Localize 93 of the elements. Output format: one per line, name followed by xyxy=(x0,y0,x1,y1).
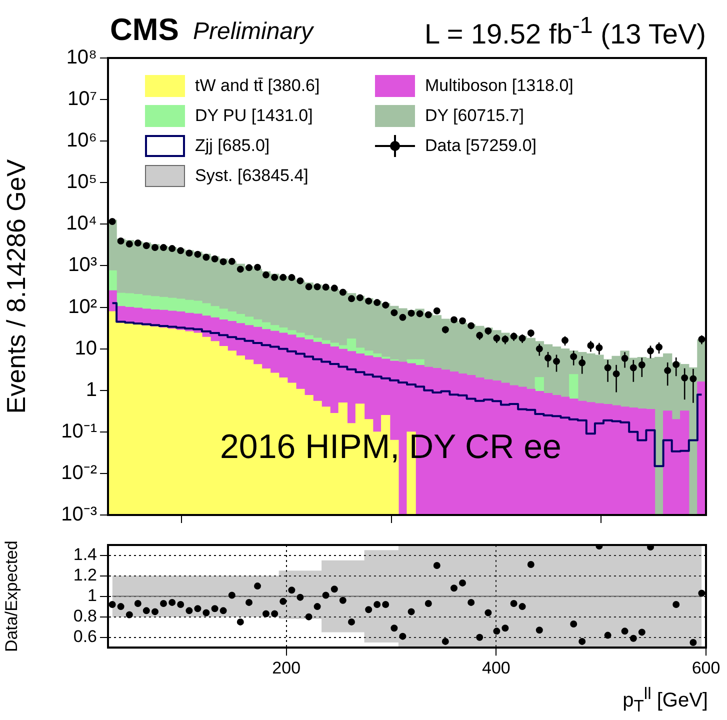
y-tick-label: 10⁶ xyxy=(66,130,97,152)
legend-label: DY PU [1431.0] xyxy=(195,106,313,126)
point xyxy=(211,605,218,612)
point xyxy=(168,598,176,606)
point xyxy=(510,600,518,607)
legend-label: Multiboson [1318.0] xyxy=(425,76,574,96)
chart-subtitle: Preliminary xyxy=(193,18,314,46)
point xyxy=(246,598,252,606)
point xyxy=(186,607,193,614)
point xyxy=(202,609,210,616)
bar xyxy=(569,374,578,400)
point xyxy=(502,624,509,632)
x-tick-label: 400 xyxy=(482,658,510,678)
point xyxy=(288,586,296,594)
point xyxy=(698,590,706,597)
y-tick-label: 10⁷ xyxy=(68,88,97,110)
point xyxy=(322,592,330,599)
point xyxy=(690,638,697,646)
point xyxy=(638,628,646,636)
point xyxy=(536,626,543,634)
legend-label: tW and tt̄ [380.6] xyxy=(195,76,320,96)
point xyxy=(262,610,270,618)
point xyxy=(382,601,390,608)
point xyxy=(468,598,475,606)
point xyxy=(476,634,484,641)
point xyxy=(305,613,312,620)
point xyxy=(126,611,133,618)
point xyxy=(621,628,628,635)
point xyxy=(433,562,440,570)
y-tick-label: 1 xyxy=(88,586,97,605)
point xyxy=(604,632,612,639)
y-tick-label: 1 xyxy=(86,378,97,401)
point xyxy=(374,601,381,608)
point xyxy=(570,620,578,628)
point xyxy=(330,586,338,593)
point xyxy=(296,594,304,601)
point xyxy=(177,601,184,608)
point xyxy=(630,634,637,642)
y-tick-label: 1.4 xyxy=(73,544,97,564)
bar xyxy=(534,377,544,392)
x-axis-title: p$_{T}$$^{ll}$ [GeV] xyxy=(622,684,708,717)
x-tick-label: 200 xyxy=(272,658,301,678)
point xyxy=(518,603,526,610)
point xyxy=(254,582,261,590)
point xyxy=(493,628,500,635)
legend-label: Syst. [63845.4] xyxy=(195,166,308,186)
point xyxy=(459,579,466,586)
point xyxy=(314,603,321,610)
y-tick-label: 10⁴ xyxy=(66,212,97,235)
y-tick-label: 10⁻² xyxy=(61,462,98,484)
x-tick-label: 600 xyxy=(692,658,720,678)
point xyxy=(108,601,116,608)
point xyxy=(365,606,372,614)
point xyxy=(484,609,492,616)
point xyxy=(578,638,586,645)
point xyxy=(442,638,449,645)
text: L = 19.52 fb$^{-1}$ (13 TeV) xyxy=(424,12,706,50)
legend-label: Data [57259.0] xyxy=(425,136,537,156)
y-tick-label: 10⁵ xyxy=(66,171,97,194)
point xyxy=(348,618,355,626)
y-tick-label: 1.2 xyxy=(73,565,97,584)
y-tick-label: 10 xyxy=(74,337,97,360)
point xyxy=(408,608,415,616)
point xyxy=(220,607,227,614)
y-tick-label: 0.8 xyxy=(73,606,97,626)
y-tick-label: 0.6 xyxy=(73,627,97,646)
y-tick-label: 10² xyxy=(68,296,98,318)
y-tick-label: 10⁻³ xyxy=(61,504,98,526)
point xyxy=(399,632,406,640)
y-tick-label: 10⁻¹ xyxy=(61,420,98,442)
point xyxy=(152,608,158,616)
point xyxy=(339,596,346,604)
point xyxy=(450,584,458,592)
point xyxy=(160,600,167,607)
point xyxy=(228,592,236,599)
point xyxy=(117,603,124,610)
point xyxy=(134,600,142,607)
y-tick-label: 10³ xyxy=(68,254,98,276)
point xyxy=(424,600,432,607)
legend-label: Zjj [685.0] xyxy=(195,136,270,156)
point xyxy=(194,605,202,612)
point xyxy=(142,607,150,614)
y-tick-label: 10⁸ xyxy=(66,46,97,69)
point xyxy=(271,610,278,618)
point xyxy=(390,624,398,632)
point xyxy=(672,601,680,608)
y-axis-title: Data/Expected xyxy=(2,540,21,652)
point xyxy=(236,618,244,626)
y-axis-title: Events / 8.14286 GeV xyxy=(0,158,31,414)
point xyxy=(280,598,287,605)
chart-title: CMS xyxy=(110,12,179,48)
point xyxy=(527,560,534,568)
legend-label: DY [60715.7] xyxy=(425,106,524,126)
